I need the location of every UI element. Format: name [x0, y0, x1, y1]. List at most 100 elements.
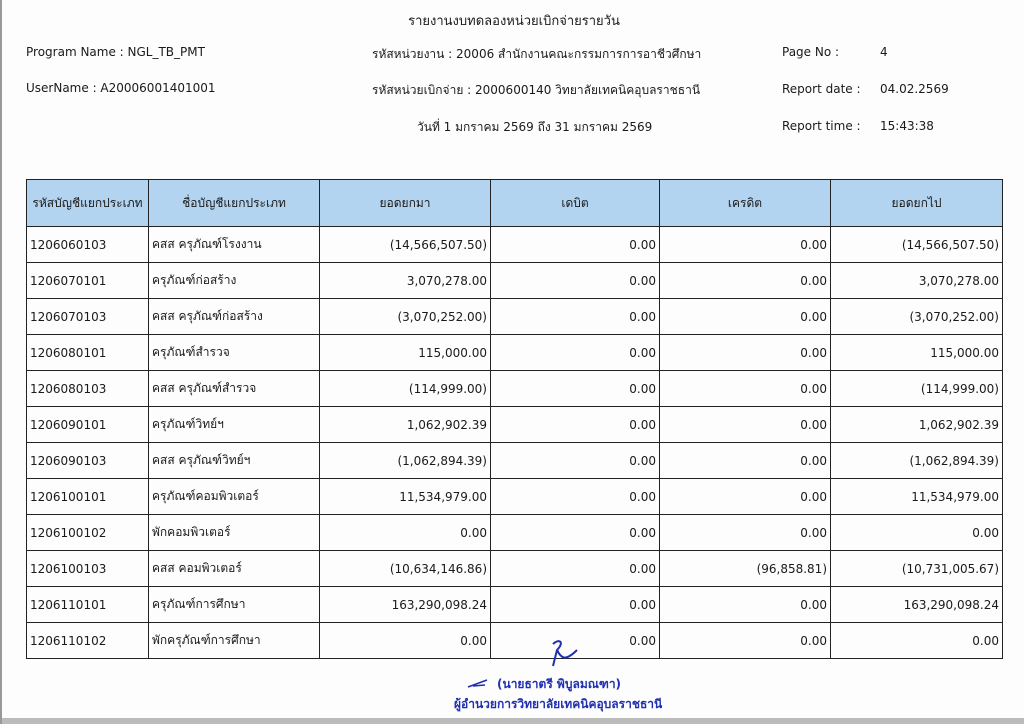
account-code: 1206110102 [26, 622, 149, 659]
debit: 0.00 [490, 262, 660, 299]
brought-forward: (14,566,507.50) [319, 226, 491, 263]
disbursing-unit: รหัสหน่วยเบิกจ่าย : 2000600140 วิทยาลัยเ… [372, 83, 701, 97]
carried-forward: 115,000.00 [830, 334, 1003, 371]
carried-forward: (10,731,005.67) [830, 550, 1003, 587]
table-row: 1206090101 ครุภัณฑ์วิทย์ฯ 1,062,902.39 0.00… [26, 406, 1003, 443]
account-name: คสส ครุภัณฑ์ก่อสร้าง [148, 298, 320, 335]
carried-forward: 11,534,979.00 [830, 478, 1003, 515]
table-row: 1206100102 พักคอมพิวเตอร์ 0.00 0.00 0.00 0.00 [26, 514, 1003, 551]
table-row: 1206080103 คสส ครุภัณฑ์สำรวจ (114,999.00) 0… [26, 370, 1003, 407]
trial-balance-table: รหัสบัญชีแยกประเภท ชื่อบัญชีแยกประเภท ยอดย… [26, 179, 1003, 659]
credit: 0.00 [659, 478, 831, 515]
credit: 0.00 [659, 298, 831, 335]
account-code: 1206100101 [26, 478, 149, 515]
credit: (96,858.81) [659, 550, 831, 587]
column-header: ชื่อบัญชีแยกประเภท [148, 179, 320, 227]
column-header: ยอดยกไป [830, 179, 1003, 227]
report-time: 15:43:38 [880, 119, 934, 133]
debit: 0.00 [490, 334, 660, 371]
debit: 0.00 [490, 550, 660, 587]
brought-forward: 0.00 [319, 622, 491, 659]
account-name: พักคอมพิวเตอร์ [148, 514, 320, 551]
account-name: ครุภัณฑ์คอมพิวเตอร์ [148, 478, 320, 515]
carried-forward: 3,070,278.00 [830, 262, 1003, 299]
report-time-label: Report time : [782, 119, 861, 133]
signature [552, 640, 578, 667]
account-name: คสส ครุภัณฑ์โรงงาน [148, 226, 320, 263]
account-name: ครุภัณฑ์สำรวจ [148, 334, 320, 371]
credit: 0.00 [659, 514, 831, 551]
debit: 0.00 [490, 406, 660, 443]
carried-forward: 163,290,098.24 [830, 586, 1003, 623]
account-name: คสส ครุภัณฑ์สำรวจ [148, 370, 320, 407]
account-code: 1206080103 [26, 370, 149, 407]
credit: 0.00 [659, 622, 831, 659]
credit: 0.00 [659, 334, 831, 371]
carried-forward: (3,070,252.00) [830, 298, 1003, 335]
brought-forward: (114,999.00) [319, 370, 491, 407]
carried-forward: 0.00 [830, 514, 1003, 551]
account-name: คสส ครุภัณฑ์วิทย์ฯ [148, 442, 320, 479]
account-code: 1206100102 [26, 514, 149, 551]
credit: 0.00 [659, 586, 831, 623]
brought-forward: (3,070,252.00) [319, 298, 491, 335]
brought-forward: 3,070,278.00 [319, 262, 491, 299]
account-name: ครุภัณฑ์ก่อสร้าง [148, 262, 320, 299]
account-code: 1206110101 [26, 586, 149, 623]
account-code: 1206080101 [26, 334, 149, 371]
carried-forward: (1,062,894.39) [830, 442, 1003, 479]
carried-forward: (114,999.00) [830, 370, 1003, 407]
report-date-label: Report date : [782, 82, 861, 96]
table-row: 1206110101 ครุภัณฑ์การศึกษา 163,290,098.24… [26, 586, 1003, 623]
column-header: ยอดยกมา [319, 179, 491, 227]
brought-forward: 115,000.00 [319, 334, 491, 371]
credit: 0.00 [659, 406, 831, 443]
table-row: 1206070101 ครุภัณฑ์ก่อสร้าง 3,070,278.00 0.… [26, 262, 1003, 299]
username: UserName : A20006001401001 [26, 81, 216, 95]
account-name: ครุภัณฑ์วิทย์ฯ [148, 406, 320, 443]
table-row: 1206080101 ครุภัณฑ์สำรวจ 115,000.00 0.00 0.0… [26, 334, 1003, 371]
carried-forward: 1,062,902.39 [830, 406, 1003, 443]
table-row: 1206090103 คสส ครุภัณฑ์วิทย์ฯ (1,062,894.3… [26, 442, 1003, 479]
account-name: ครุภัณฑ์การศึกษา [148, 586, 320, 623]
carried-forward: (14,566,507.50) [830, 226, 1003, 263]
carried-forward: 0.00 [830, 622, 1003, 659]
debit: 0.00 [490, 370, 660, 407]
report-title: รายงานงบทดลองหน่วยเบิกจ่ายรายวัน [408, 14, 620, 29]
column-header: เครดิต [659, 179, 831, 227]
scan-edge [2, 718, 1024, 724]
credit: 0.00 [659, 226, 831, 263]
account-code: 1206070103 [26, 298, 149, 335]
debit: 0.00 [490, 442, 660, 479]
brought-forward: (10,634,146.86) [319, 550, 491, 587]
brought-forward: 1,062,902.39 [319, 406, 491, 443]
signature-mark [467, 679, 488, 688]
account-code: 1206060103 [26, 226, 149, 263]
brought-forward: 11,534,979.00 [319, 478, 491, 515]
table-row: 1206070103 คสส ครุภัณฑ์ก่อสร้าง (3,070,252… [26, 298, 1003, 335]
account-code: 1206090103 [26, 442, 149, 479]
page-no-label: Page No : [782, 45, 840, 59]
report-period: วันที่ 1 มกราคม 2569 ถึง 31 มกราคม 2569 [417, 120, 653, 134]
brought-forward: 163,290,098.24 [319, 586, 491, 623]
signer-position: ผู้อำนวยการวิทยาลัยเทคนิคอุบลราชธานี [454, 697, 663, 711]
credit: 0.00 [659, 370, 831, 407]
credit: 0.00 [659, 262, 831, 299]
account-name: พักครุภัณฑ์การศึกษา [148, 622, 320, 659]
debit: 0.00 [490, 514, 660, 551]
account-code: 1206070101 [26, 262, 149, 299]
table-row: 1206100101 ครุภัณฑ์คอมพิวเตอร์ 11,534,979.… [26, 478, 1003, 515]
debit: 0.00 [490, 226, 660, 263]
account-name: คสส คอมพิวเตอร์ [148, 550, 320, 587]
brought-forward: 0.00 [319, 514, 491, 551]
table-row: 1206100103 คสส คอมพิวเตอร์ (10,634,146.86)… [26, 550, 1003, 587]
debit: 0.00 [490, 478, 660, 515]
program-name: Program Name : NGL_TB_PMT [26, 45, 205, 59]
signer-name: (นายธาตรี พิบูลมณฑา) [497, 677, 622, 691]
brought-forward: (1,062,894.39) [319, 442, 491, 479]
agency: รหัสหน่วยงาน : 20006 สำนักงานคณะกรรมการก… [372, 47, 702, 61]
table-row: 1206060103 คสส ครุภัณฑ์โรงงาน (14,566,507.… [26, 226, 1003, 263]
account-code: 1206090101 [26, 406, 149, 443]
account-code: 1206100103 [26, 550, 149, 587]
